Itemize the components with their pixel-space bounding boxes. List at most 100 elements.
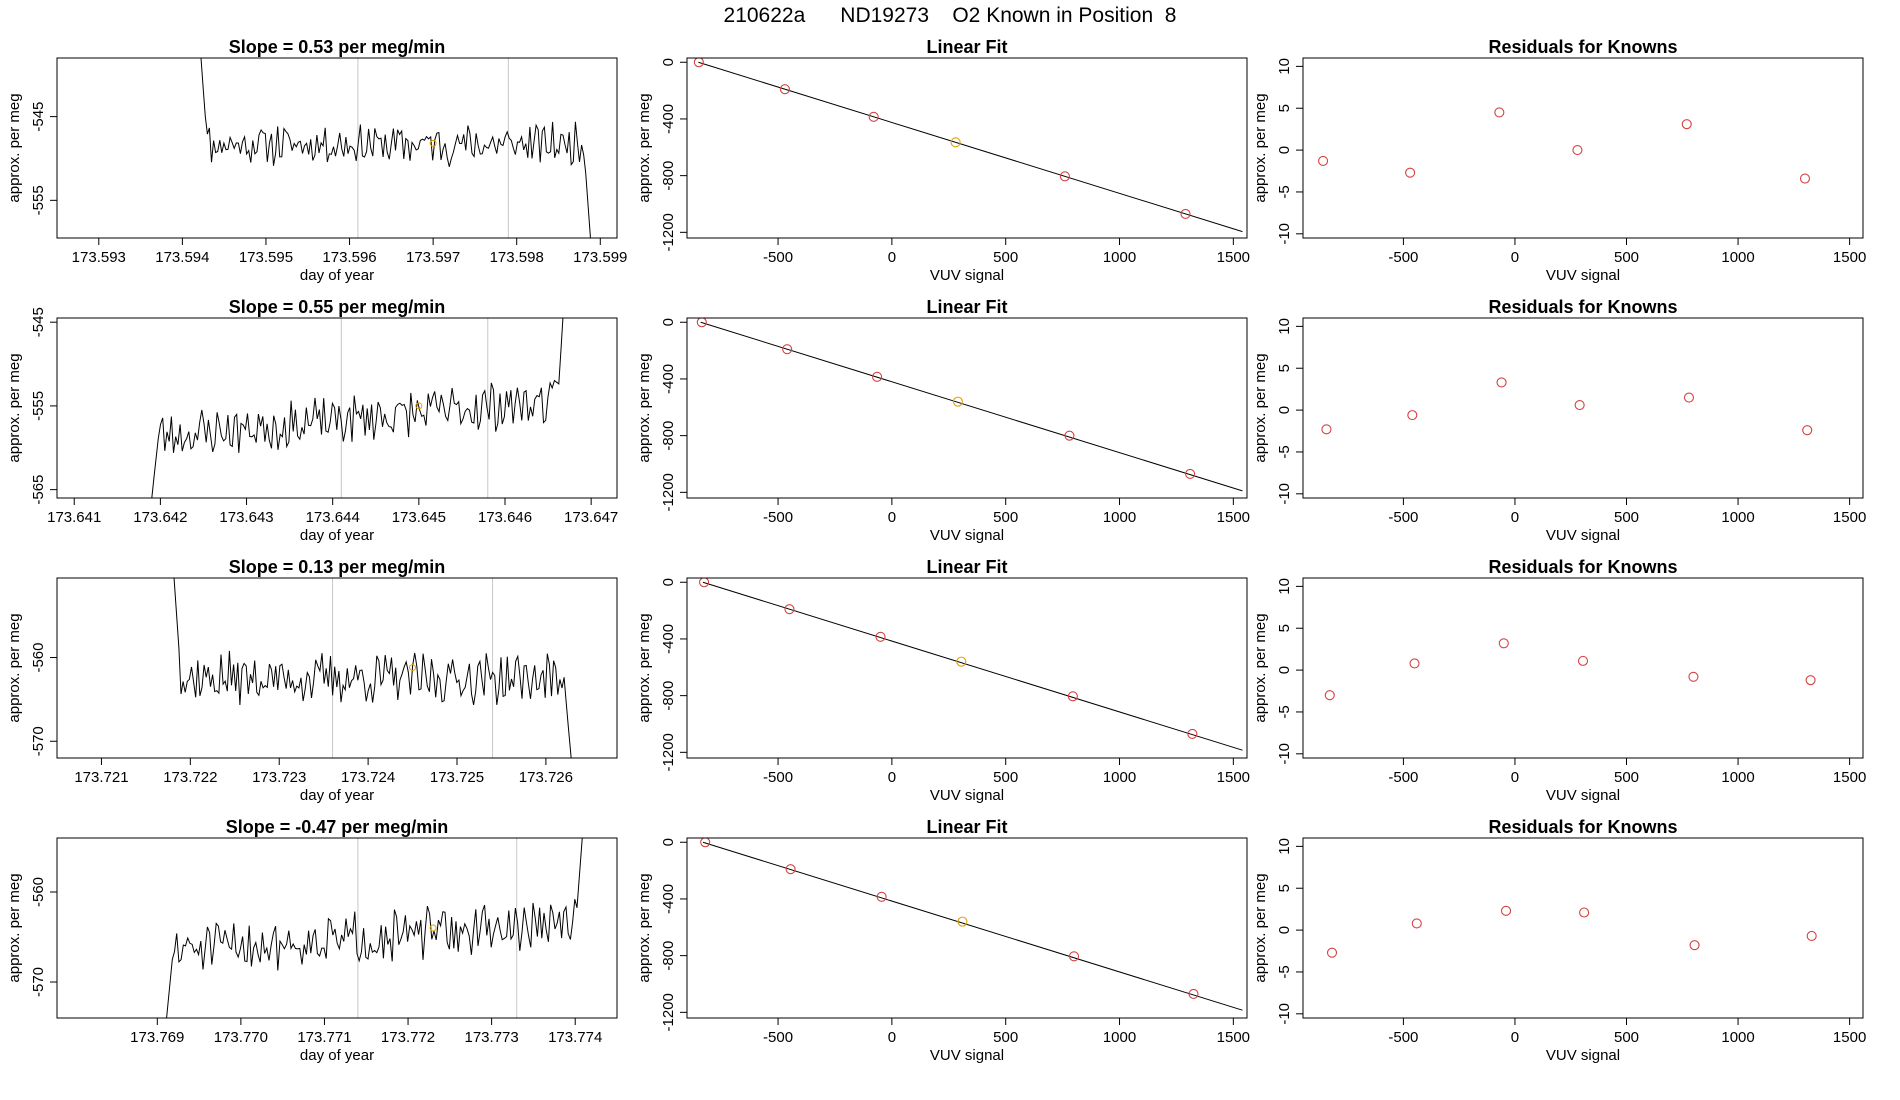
x-tick-label: 0: [1511, 769, 1519, 786]
x-tick-label: 173.723: [252, 769, 306, 786]
plot-data: [173, 578, 572, 758]
y-tick-label: -560: [30, 643, 47, 673]
x-tick-label: 1000: [1721, 249, 1754, 266]
data-point: [1187, 728, 1198, 739]
fit-line: [698, 61, 1243, 233]
y-tick-label: -10: [1276, 223, 1293, 245]
x-tick-label: 1500: [1217, 769, 1250, 786]
y-axis-label: approx. per meg: [6, 873, 23, 982]
plot-data: [696, 318, 1243, 492]
data-point: [1409, 658, 1420, 669]
y-tick-label: 0: [1276, 406, 1293, 414]
data-point: [1188, 988, 1199, 999]
plot-data: [166, 838, 583, 1018]
x-axis-label: VUV signal: [1546, 527, 1620, 544]
plot-data: [1324, 638, 1816, 701]
y-tick-label: -10: [1276, 483, 1293, 505]
x-tick-label: 173.725: [430, 769, 484, 786]
data-point: [1498, 638, 1509, 649]
x-tick-label: 500: [993, 249, 1018, 266]
x-tick-label: 1000: [1103, 509, 1136, 526]
data-point: [1500, 905, 1512, 916]
y-tick-label: 0: [660, 318, 677, 326]
x-axis-label: VUV signal: [1546, 1047, 1620, 1064]
x-axis-label: VUV signal: [930, 267, 1004, 284]
y-tick-label: -400: [660, 364, 677, 394]
y-tick-label: -800: [660, 161, 677, 191]
y-axis-label: approx. per meg: [1252, 613, 1269, 722]
panel-resid-row-4: Residuals for Knowns -500 0 500 1000 1500 10 5 0…: [1252, 817, 1866, 1064]
fit-line: [700, 321, 1243, 492]
data-point: [868, 111, 879, 122]
data-point: [699, 578, 710, 588]
x-tick-label: 0: [888, 249, 896, 266]
data-point: [779, 84, 790, 95]
panel-title: Residuals for Knowns: [1488, 557, 1677, 577]
x-tick-label: 1000: [1721, 509, 1754, 526]
x-tick-label: 173.724: [341, 769, 395, 786]
x-tick-label: 0: [888, 509, 896, 526]
x-tick-label: 173.594: [155, 249, 209, 266]
panel-title: Linear Fit: [926, 817, 1007, 837]
panel-title: Residuals for Knowns: [1488, 37, 1677, 57]
y-axis-label: approx. per meg: [1252, 93, 1269, 202]
y-tick-label: -5: [1276, 185, 1293, 198]
x-tick-label: 173.773: [465, 1029, 519, 1046]
x-tick-label: 0: [1511, 249, 1519, 266]
y-tick-label: -1200: [660, 993, 677, 1031]
plot-data: [1318, 107, 1811, 184]
data-point: [693, 58, 704, 68]
highlight-point: [415, 402, 423, 410]
x-tick-label: 173.644: [306, 509, 360, 526]
data-point: [1574, 400, 1585, 411]
x-tick-label: 1500: [1833, 1029, 1866, 1046]
series-line: [173, 578, 572, 758]
data-point: [1059, 171, 1070, 182]
highlight-point: [409, 664, 417, 672]
x-tick-label: 500: [1614, 1029, 1639, 1046]
x-tick-label: 0: [888, 1029, 896, 1046]
data-point: [1407, 410, 1418, 421]
y-tick-label: -1200: [660, 473, 677, 511]
plot-frame: [56, 317, 618, 499]
y-tick-label: 0: [660, 838, 677, 846]
x-tick-label: 173.771: [297, 1029, 351, 1046]
data-point: [1805, 675, 1816, 686]
y-axis-label: approx. per meg: [636, 613, 653, 722]
data-point: [700, 838, 711, 848]
x-tick-label: 1000: [1721, 1029, 1754, 1046]
x-axis-label: VUV signal: [930, 1047, 1004, 1064]
data-point: [784, 604, 795, 615]
data-point: [1321, 424, 1332, 435]
y-tick-label: 5: [1276, 624, 1293, 632]
x-tick-label: 173.641: [47, 509, 101, 526]
x-tick-label: 173.645: [392, 509, 446, 526]
y-tick-label: 0: [660, 578, 677, 586]
data-point: [1579, 907, 1590, 918]
data-point: [1405, 167, 1416, 178]
y-tick-label: -565: [30, 475, 47, 505]
x-tick-label: 173.596: [322, 249, 376, 266]
plot-data: [693, 58, 1243, 233]
x-tick-label: 500: [993, 509, 1018, 526]
y-tick-label: 0: [660, 58, 677, 66]
x-tick-label: -500: [763, 769, 793, 786]
y-axis-label: approx. per meg: [6, 93, 23, 202]
x-tick-label: 173.643: [219, 509, 273, 526]
y-tick-label: -1200: [660, 213, 677, 251]
y-tick-label: -400: [660, 624, 677, 654]
x-tick-label: 173.774: [548, 1029, 602, 1046]
x-tick-label: 1500: [1217, 1029, 1250, 1046]
x-tick-label: 173.642: [133, 509, 187, 526]
panel-title: Linear Fit: [926, 557, 1007, 577]
y-tick-label: -5: [1276, 965, 1293, 978]
y-axis-label: approx. per meg: [1252, 873, 1269, 982]
y-tick-label: 5: [1276, 104, 1293, 112]
x-axis-label: day of year: [300, 1047, 374, 1064]
x-tick-label: 173.769: [130, 1029, 184, 1046]
data-point: [872, 371, 883, 382]
x-tick-label: 500: [1614, 509, 1639, 526]
panel-fit-row-3: Linear Fit -500 0 500 1000 1500 0 -400 -800 -1200…: [636, 557, 1250, 804]
x-tick-label: -500: [763, 509, 793, 526]
x-tick-label: 173.599: [573, 249, 627, 266]
